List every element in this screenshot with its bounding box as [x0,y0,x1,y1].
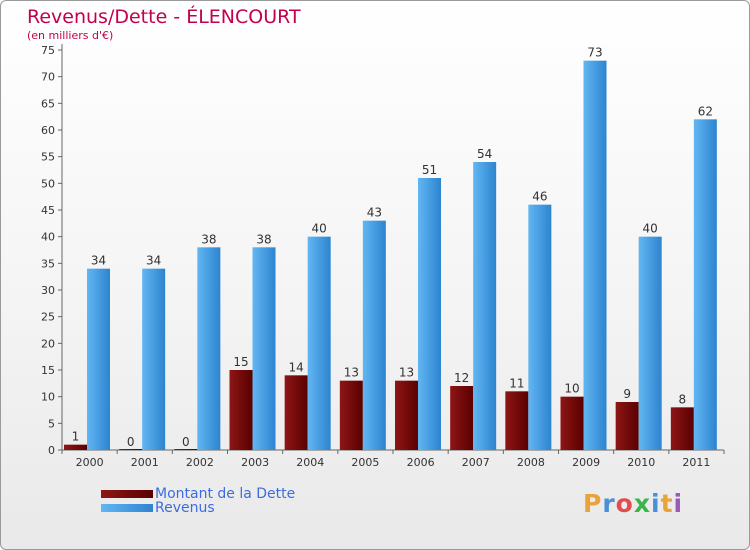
chart-subtitle: (en milliers d'€) [27,29,114,42]
x-tick-label: 2000 [76,456,104,469]
y-tick-label: 75 [41,44,55,57]
x-tick-label: 2008 [517,456,545,469]
bar-revenus-2011 [693,119,717,450]
data-label-dette-2008: 11 [509,376,524,390]
legend-item-dette: Montant de la Dette [101,486,295,502]
data-label-revenus-2005: 43 [367,206,382,220]
data-label-dette-2006: 13 [399,366,414,380]
bar-revenus-2008 [528,204,552,450]
bar-dette-2006 [395,380,418,450]
logo-letter: i [673,489,684,518]
data-label-dette-2005: 13 [344,366,359,380]
data-label-revenus-2008: 46 [532,190,547,204]
data-label-revenus-2000: 34 [91,254,106,268]
y-tick-label: 45 [41,204,55,217]
bar-dette-2011 [670,407,694,450]
bar-revenus-2007 [473,162,497,450]
x-tick-label: 2002 [186,456,214,469]
y-tick-label: 30 [41,284,55,297]
logo-letter: r [602,489,616,518]
bar-revenus-2000 [87,268,110,450]
data-label-dette-2003: 15 [233,355,248,369]
x-tick-label: 2011 [682,456,710,469]
x-tick-label: 2001 [131,456,159,469]
logo-letter: o [615,489,634,518]
data-label-revenus-2002: 38 [201,232,216,246]
bar-revenus-2003 [252,247,276,450]
bar-dette-2008 [505,391,529,450]
bar-revenus-2001 [142,268,166,450]
data-label-dette-2011: 8 [679,392,687,406]
bar-dette-2007 [450,386,474,450]
x-tick-label: 2009 [572,456,600,469]
bar-revenus-2004 [307,236,331,450]
logo-letter: t [660,489,674,518]
bar-dette-2005 [339,380,363,450]
data-label-dette-2009: 10 [564,382,579,396]
bar-dette-2010 [615,402,639,450]
data-label-revenus-2003: 38 [256,232,271,246]
data-label-dette-2002: 0 [182,435,190,449]
logo-letter: i [651,489,661,518]
legend-item-revenus: Revenus [101,500,215,516]
data-label-revenus-2004: 40 [312,222,327,236]
legend-label-dette: Montant de la Dette [155,486,296,502]
y-tick-label: 50 [41,177,55,190]
data-label-revenus-2007: 54 [477,147,492,161]
bar-revenus-2009 [583,60,607,451]
x-tick-label: 2005 [351,456,379,469]
legend-swatch-dette [101,490,153,498]
data-label-dette-2001: 0 [127,435,135,449]
y-tick-label: 55 [41,151,55,164]
y-tick-label: 35 [41,257,55,270]
data-label-dette-2004: 14 [289,360,304,374]
legend-label-revenus: Revenus [155,500,215,516]
data-label-revenus-2009: 73 [587,46,602,60]
y-tick-label: 70 [41,71,55,84]
legend-swatch-revenus [101,504,153,512]
y-tick-label: 5 [48,417,55,430]
x-tick-label: 2007 [462,456,490,469]
y-tick-label: 15 [41,364,55,377]
data-label-dette-2000: 1 [72,430,80,444]
bar-dette-2009 [560,396,584,450]
data-label-revenus-2011: 62 [698,104,713,118]
x-tick-label: 2006 [407,456,435,469]
y-tick-label: 10 [41,391,55,404]
y-tick-label: 40 [41,231,55,244]
x-tick-label: 2004 [296,456,324,469]
y-tick-label: 20 [41,337,55,350]
chart-title: Revenus/Dette - ÉLENCOURT [27,6,301,28]
bar-revenus-2010 [638,236,662,450]
bar-dette-2002 [174,449,198,450]
logo-letter: P [583,489,603,518]
x-tick-label: 2003 [241,456,269,469]
proxiti-logo: Proxiti [583,489,683,518]
logo-letter: x [633,489,651,518]
data-label-revenus-2010: 40 [643,222,658,236]
bar-revenus-2005 [362,220,386,450]
bar-dette-2004 [284,375,308,450]
bar-dette-2000 [64,444,87,450]
y-tick-label: 60 [41,124,55,137]
y-tick-label: 25 [41,311,55,324]
y-tick-label: 0 [48,444,55,457]
bar-revenus-2006 [418,178,441,450]
bar-dette-2001 [119,449,143,450]
bar-revenus-2002 [197,247,221,450]
y-tick-label: 65 [41,97,55,110]
data-label-dette-2007: 12 [454,371,469,385]
x-tick-label: 2010 [627,456,655,469]
data-label-revenus-2001: 34 [146,254,161,268]
data-label-revenus-2006: 51 [422,163,437,177]
bar-dette-2003 [229,370,253,450]
data-label-dette-2010: 9 [623,387,631,401]
